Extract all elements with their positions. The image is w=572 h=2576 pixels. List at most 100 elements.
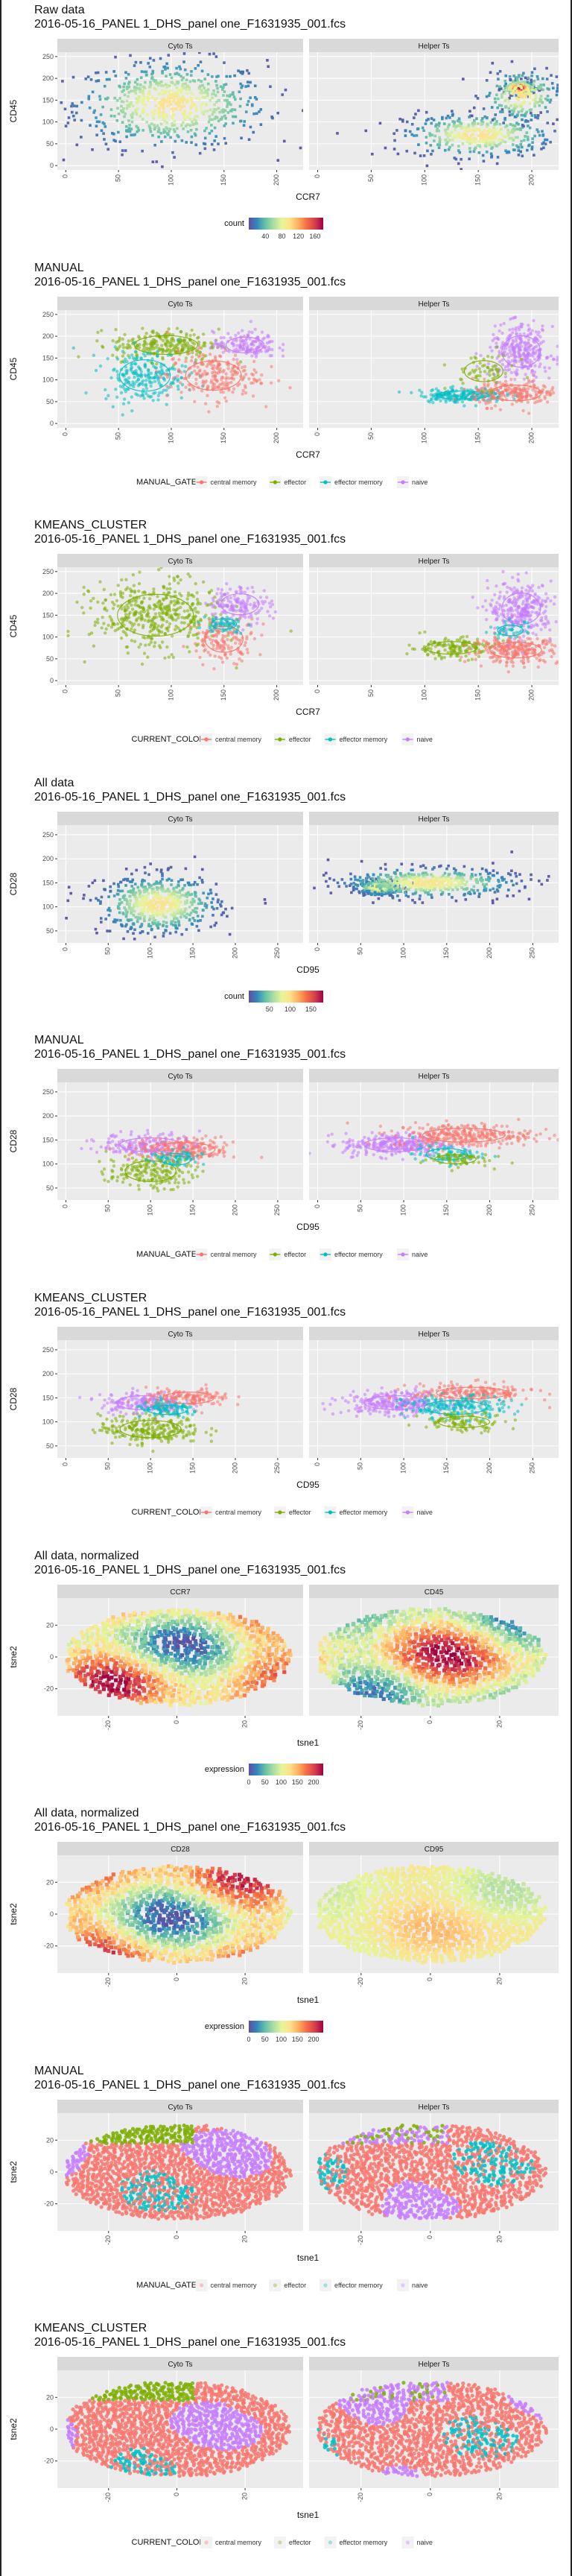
data-point [224,399,229,402]
data-point [149,371,153,375]
density-cell [128,124,131,127]
data-point [128,383,132,387]
density-cell [498,69,502,73]
data-point [142,596,146,600]
data-point [536,637,539,641]
data-point [498,648,502,652]
density-cell [401,119,404,121]
figure-3: KMEANS_CLUSTER 2016-05-16_PANEL 1_DHS_pan… [1,515,571,773]
figure-4: All data 2016-05-16_PANEL 1_DHS_panel one… [1,773,571,1031]
density-cell [201,95,205,98]
density-cell [416,127,420,130]
data-point [260,381,264,385]
data-point [245,603,249,607]
density-cell [486,133,489,136]
data-point [119,637,124,640]
data-point [167,326,171,331]
data-point [525,648,529,652]
data-point [498,380,502,384]
data-point [511,664,515,669]
density-cell [535,87,538,91]
density-cell [252,112,255,116]
density-cell [515,114,519,118]
density-cell [215,83,218,87]
density-cell [123,115,126,119]
density-cell [469,134,473,137]
data-point [209,346,212,350]
density-cell [527,138,530,142]
data-point [451,384,455,388]
density-cell [144,104,147,107]
density-cell [166,104,170,107]
data-point [161,347,165,351]
data-point [111,405,115,408]
density-cell [515,81,518,85]
data-point [510,575,515,580]
data-point [226,331,230,335]
data-point [239,607,243,610]
density-cell [536,114,540,117]
density-cell [517,127,521,131]
density-cell [179,108,182,111]
data-point [476,640,480,643]
density-cell [206,94,209,98]
data-point [481,397,486,401]
data-point [222,647,226,651]
density-cell [239,82,242,86]
density-cell [185,101,188,104]
data-point [144,643,147,647]
density-cell [239,70,242,74]
data-point [165,372,169,376]
density-cell [162,104,165,107]
data-point [549,353,553,358]
density-cell [133,64,136,67]
density-cell [137,86,140,90]
data-point [495,388,500,393]
data-point [518,391,521,395]
density-cell [515,89,518,92]
data-point [442,362,446,367]
density-cell [451,120,455,123]
data-point [504,664,509,668]
density-cell [162,84,165,87]
density-cell [512,89,515,92]
data-point [541,642,544,645]
density-cell [436,127,439,130]
density-cell [516,145,520,149]
density-cell [130,133,133,136]
data-point [127,600,131,604]
data-point [127,356,132,359]
data-point [500,331,504,335]
y-tick-label: 50 [46,397,54,405]
data-point [536,665,540,669]
data-point [231,365,235,369]
data-point [177,387,180,391]
density-cell [486,130,489,133]
density-cell [530,83,533,86]
density-cell [446,127,449,130]
density-cell [142,89,144,92]
data-point [108,615,112,619]
density-cell [413,134,416,137]
density-cell [223,98,226,102]
density-cell [143,86,146,89]
data-point [506,643,510,647]
data-point [226,366,230,370]
density-cell [483,138,486,142]
data-point [111,338,115,343]
data-point [521,651,524,655]
density-cell [505,151,509,154]
x-tick-label: 100 [421,432,428,443]
density-cell [75,104,79,108]
density-cell [546,98,550,102]
density-cell [112,70,115,73]
density-cell [483,115,486,119]
density-cell [490,106,494,109]
density-cell [524,85,527,89]
density-cell [512,139,515,142]
data-point [214,647,219,651]
data-point [521,613,524,616]
data-point [241,391,244,396]
density-cell [477,151,481,154]
density-cell [165,100,168,104]
